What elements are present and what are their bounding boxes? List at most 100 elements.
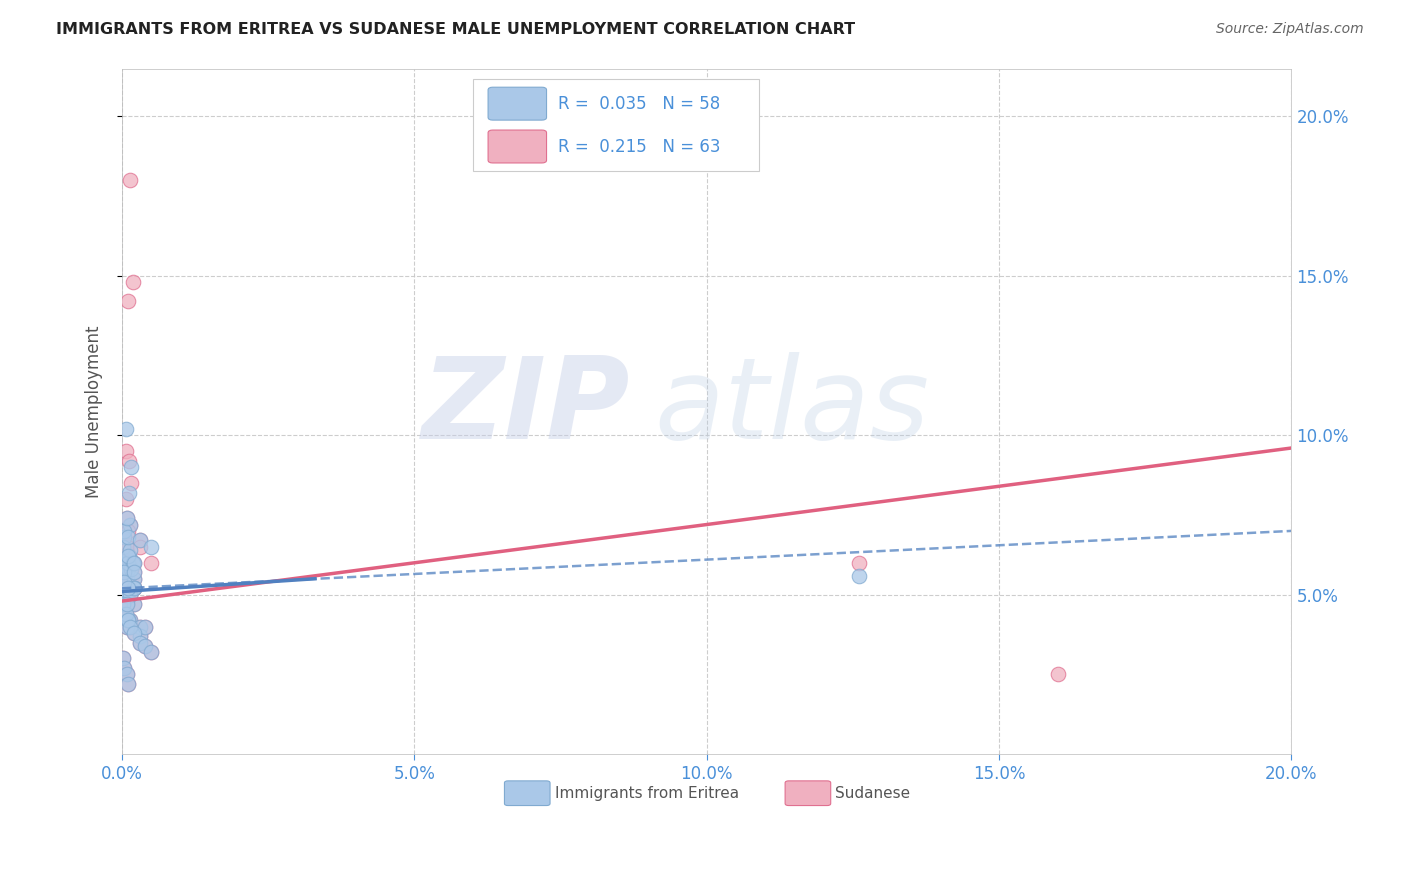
Point bbox=[122, 572, 145, 586]
Point bbox=[117, 677, 139, 691]
Point bbox=[117, 582, 139, 596]
Point bbox=[117, 294, 139, 309]
Point bbox=[112, 588, 135, 602]
Point bbox=[128, 629, 150, 643]
Point bbox=[115, 597, 138, 611]
Point bbox=[115, 556, 138, 570]
Point bbox=[112, 566, 135, 580]
Point bbox=[122, 597, 145, 611]
Point bbox=[128, 540, 150, 554]
Point bbox=[141, 540, 163, 554]
Text: Immigrants from Eritrea: Immigrants from Eritrea bbox=[555, 786, 740, 801]
Point bbox=[112, 607, 135, 621]
Point bbox=[112, 566, 135, 580]
Text: IMMIGRANTS FROM ERITREA VS SUDANESE MALE UNEMPLOYMENT CORRELATION CHART: IMMIGRANTS FROM ERITREA VS SUDANESE MALE… bbox=[56, 22, 855, 37]
Point bbox=[118, 454, 141, 468]
Point bbox=[120, 517, 142, 532]
Point bbox=[114, 588, 136, 602]
Point bbox=[112, 597, 135, 611]
Point bbox=[112, 661, 135, 675]
Point bbox=[114, 588, 136, 602]
Point bbox=[118, 485, 141, 500]
Point bbox=[112, 566, 135, 580]
Point bbox=[117, 556, 139, 570]
Point bbox=[112, 588, 135, 602]
Point bbox=[112, 607, 135, 621]
Text: Sudanese: Sudanese bbox=[835, 786, 911, 801]
Point bbox=[128, 619, 150, 633]
Point bbox=[120, 613, 142, 627]
Point bbox=[117, 530, 139, 544]
Text: ZIP: ZIP bbox=[422, 352, 631, 464]
Point bbox=[120, 543, 142, 558]
Y-axis label: Male Unemployment: Male Unemployment bbox=[86, 325, 103, 498]
Point bbox=[120, 588, 142, 602]
Point bbox=[122, 566, 145, 580]
Point bbox=[114, 444, 136, 458]
Point bbox=[117, 613, 139, 627]
Point bbox=[117, 549, 139, 564]
Point bbox=[121, 556, 143, 570]
Text: Source: ZipAtlas.com: Source: ZipAtlas.com bbox=[1216, 22, 1364, 37]
Point bbox=[115, 582, 138, 596]
Text: atlas: atlas bbox=[654, 352, 929, 464]
Point bbox=[115, 588, 138, 602]
Point bbox=[117, 562, 139, 576]
Point bbox=[117, 540, 139, 554]
Point bbox=[112, 651, 135, 665]
Point bbox=[122, 582, 145, 596]
Point bbox=[117, 582, 139, 596]
Point bbox=[122, 597, 145, 611]
Point bbox=[118, 549, 141, 564]
Point bbox=[117, 613, 139, 627]
Point bbox=[115, 667, 138, 681]
Point bbox=[122, 566, 145, 580]
Point bbox=[117, 524, 139, 538]
Point bbox=[114, 422, 136, 436]
Point bbox=[114, 607, 136, 621]
Point bbox=[128, 533, 150, 548]
Point bbox=[128, 629, 150, 643]
Point bbox=[120, 613, 142, 627]
Point bbox=[112, 530, 135, 544]
Point bbox=[117, 613, 139, 627]
Point bbox=[122, 572, 145, 586]
FancyBboxPatch shape bbox=[488, 130, 547, 163]
Point bbox=[112, 549, 135, 564]
Point bbox=[115, 511, 138, 525]
Point bbox=[120, 476, 142, 491]
Point bbox=[115, 556, 138, 570]
Point bbox=[122, 582, 145, 596]
Point bbox=[115, 619, 138, 633]
Point bbox=[134, 639, 156, 653]
Point bbox=[128, 619, 150, 633]
Point bbox=[121, 556, 143, 570]
Point bbox=[120, 517, 142, 532]
Point bbox=[141, 645, 163, 659]
Text: R =  0.035   N = 58: R = 0.035 N = 58 bbox=[558, 95, 720, 112]
Point bbox=[114, 607, 136, 621]
Point bbox=[115, 572, 138, 586]
Point bbox=[117, 549, 139, 564]
Point bbox=[112, 540, 135, 554]
Point bbox=[112, 651, 135, 665]
Point bbox=[128, 635, 150, 649]
Point bbox=[122, 556, 145, 570]
Point bbox=[134, 639, 156, 653]
Point bbox=[112, 574, 135, 589]
Point bbox=[122, 582, 145, 596]
Point bbox=[128, 533, 150, 548]
Point bbox=[122, 556, 145, 570]
Point bbox=[848, 556, 870, 570]
FancyBboxPatch shape bbox=[488, 87, 547, 120]
Point bbox=[114, 491, 136, 506]
Point bbox=[134, 619, 156, 633]
Point bbox=[120, 588, 142, 602]
Point bbox=[117, 613, 139, 627]
Point bbox=[120, 619, 142, 633]
Point bbox=[120, 562, 142, 576]
Point bbox=[122, 582, 145, 596]
Point bbox=[115, 511, 138, 525]
Point bbox=[112, 530, 135, 544]
Point bbox=[141, 645, 163, 659]
